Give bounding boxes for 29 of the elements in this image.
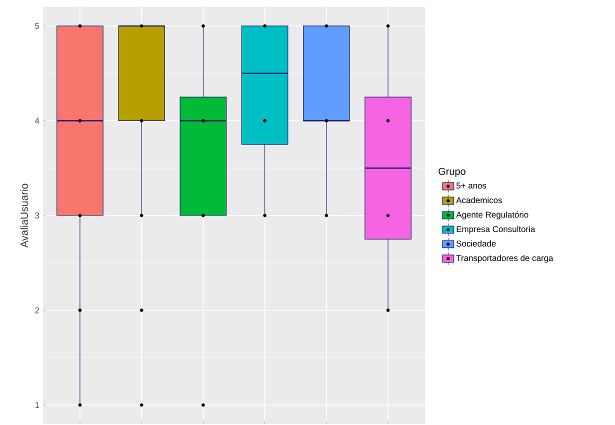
y-tick-label: 4 xyxy=(34,118,40,124)
point xyxy=(386,24,390,28)
legend-title: Grupo xyxy=(438,168,466,177)
legend-label: Transportadores de carga xyxy=(456,254,554,263)
legend-label: Agente Regulatório xyxy=(456,211,528,220)
point xyxy=(78,119,82,122)
y-tick-label: 3 xyxy=(35,212,40,218)
y-tick-label: 5 xyxy=(35,22,40,29)
point xyxy=(140,403,144,407)
point xyxy=(386,214,390,218)
y-tick-label: 1 xyxy=(35,402,40,408)
legend-label: Academicos xyxy=(456,196,502,204)
point xyxy=(78,308,82,312)
point xyxy=(78,403,82,407)
point xyxy=(140,214,144,218)
legend-label: Sociedade xyxy=(456,240,496,247)
point xyxy=(386,308,390,312)
legend-label: Empresa Consultoria xyxy=(456,226,536,234)
point xyxy=(202,119,205,122)
point xyxy=(202,403,205,407)
y-axis-title: AvaliaUsuario xyxy=(20,184,28,248)
point xyxy=(202,24,205,28)
point xyxy=(263,214,266,218)
point xyxy=(140,308,144,312)
point xyxy=(263,119,266,122)
point xyxy=(324,214,328,218)
point xyxy=(386,119,390,122)
legend-label: 5+ anos xyxy=(456,182,486,189)
y-tick-label: 2 xyxy=(35,307,40,314)
